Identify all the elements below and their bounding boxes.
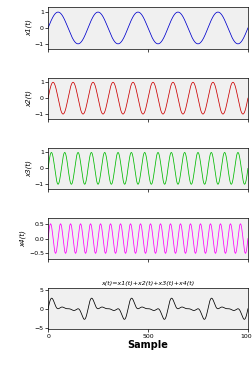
Y-axis label: x4(t): x4(t) <box>19 230 26 247</box>
Title: x(t)=x1(t)+x2(t)+x3(t)+x4(t): x(t)=x1(t)+x2(t)+x3(t)+x4(t) <box>101 281 194 286</box>
Y-axis label: x1(t): x1(t) <box>25 19 32 36</box>
X-axis label: Sample: Sample <box>127 340 168 350</box>
Y-axis label: x3(t): x3(t) <box>25 160 32 177</box>
Y-axis label: x2(t): x2(t) <box>25 90 32 107</box>
